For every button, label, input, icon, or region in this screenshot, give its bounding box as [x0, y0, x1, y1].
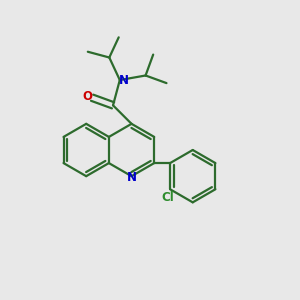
Text: Cl: Cl — [161, 191, 174, 204]
Text: N: N — [127, 171, 136, 184]
Text: N: N — [119, 74, 129, 86]
Text: O: O — [82, 90, 92, 103]
